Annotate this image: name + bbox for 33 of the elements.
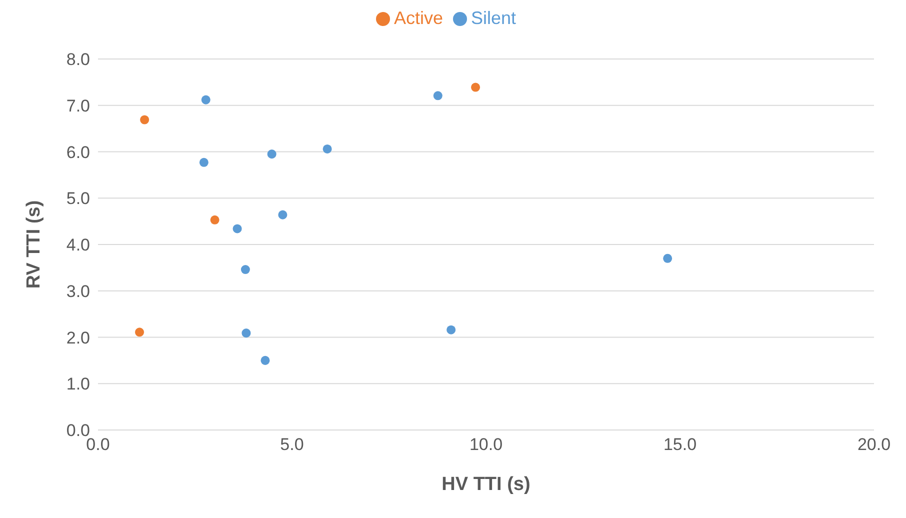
x-tick-label: 15.0: [663, 435, 697, 454]
y-tick-label: 7.0: [66, 96, 90, 116]
x-axis-title: HV TTI (s): [442, 474, 530, 495]
y-tick-label: 3.0: [66, 282, 90, 301]
x-tick-label: 0.0: [86, 435, 110, 454]
x-tick-label: 5.0: [280, 435, 304, 454]
y-tick-label: 8.0: [66, 50, 90, 70]
point: [210, 215, 220, 224]
legend-label: Active: [394, 8, 443, 28]
point: [242, 328, 251, 338]
y-axis-title: RV TTI (s): [24, 200, 45, 289]
point: [278, 210, 288, 220]
point: [240, 265, 250, 274]
y-tick-label: 6.0: [66, 142, 90, 162]
y-tick-label: 1.0: [66, 374, 90, 394]
x-tick-label: 10.0: [469, 435, 503, 454]
y-tick-label: 4.0: [66, 236, 90, 255]
point: [201, 95, 210, 104]
point: [232, 224, 242, 234]
y-tick-label: 5.0: [66, 189, 90, 208]
point: [199, 158, 208, 167]
legend-label: Silent: [471, 8, 516, 28]
point: [446, 325, 456, 334]
point: [267, 150, 276, 159]
point: [471, 82, 480, 92]
point: [663, 254, 672, 263]
point: [433, 91, 442, 100]
point: [135, 328, 144, 337]
point: [260, 356, 270, 365]
y-tick-label: 2.0: [66, 328, 90, 348]
x-tick-label: 20.0: [857, 435, 891, 454]
point: [140, 115, 150, 124]
point: [322, 144, 332, 154]
